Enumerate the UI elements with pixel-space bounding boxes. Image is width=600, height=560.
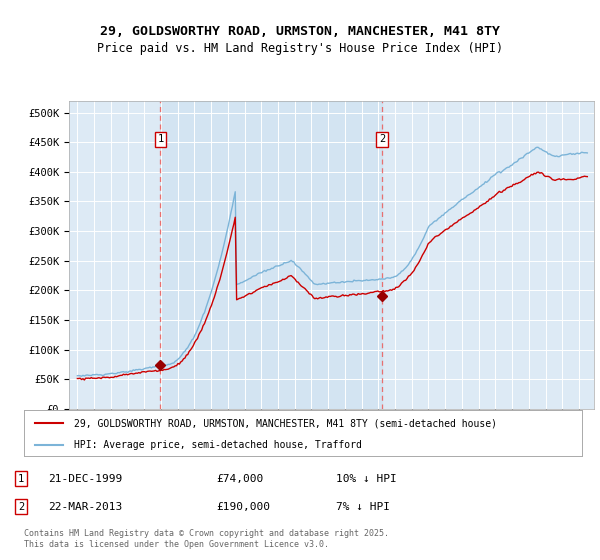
Text: 22-MAR-2013: 22-MAR-2013: [48, 502, 122, 512]
Text: 7% ↓ HPI: 7% ↓ HPI: [336, 502, 390, 512]
Text: 29, GOLDSWORTHY ROAD, URMSTON, MANCHESTER, M41 8TY (semi-detached house): 29, GOLDSWORTHY ROAD, URMSTON, MANCHESTE…: [74, 418, 497, 428]
Text: £190,000: £190,000: [216, 502, 270, 512]
Text: Price paid vs. HM Land Registry's House Price Index (HPI): Price paid vs. HM Land Registry's House …: [97, 42, 503, 55]
Text: Contains HM Land Registry data © Crown copyright and database right 2025.
This d: Contains HM Land Registry data © Crown c…: [24, 529, 389, 549]
Text: HPI: Average price, semi-detached house, Trafford: HPI: Average price, semi-detached house,…: [74, 440, 362, 450]
Text: £74,000: £74,000: [216, 474, 263, 484]
Text: 10% ↓ HPI: 10% ↓ HPI: [336, 474, 397, 484]
Text: 2: 2: [18, 502, 24, 512]
Text: 2: 2: [379, 134, 385, 144]
Text: 1: 1: [18, 474, 24, 484]
Text: 29, GOLDSWORTHY ROAD, URMSTON, MANCHESTER, M41 8TY: 29, GOLDSWORTHY ROAD, URMSTON, MANCHESTE…: [100, 25, 500, 38]
Text: 21-DEC-1999: 21-DEC-1999: [48, 474, 122, 484]
Bar: [160, 101, 382, 409]
Text: 1: 1: [157, 134, 164, 144]
